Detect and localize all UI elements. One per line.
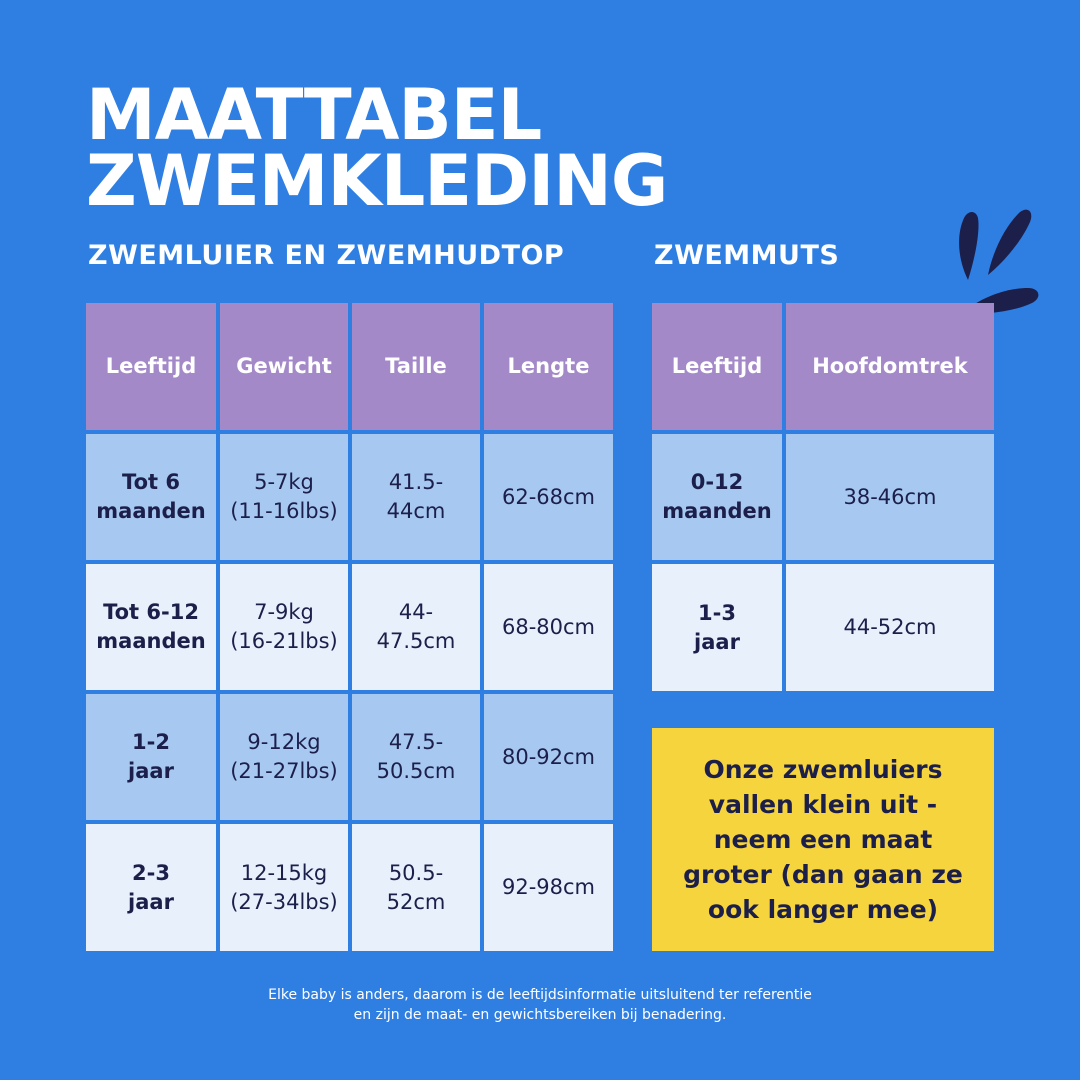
table-row-4-weight: 12-15kg (27-34lbs) <box>220 824 348 951</box>
cap-row-1-head: 38-46cm <box>786 434 994 560</box>
table-row-3-length: 80-92cm <box>484 694 613 820</box>
table-row-4-length: 92-98cm <box>484 824 613 951</box>
table-row-2-age: Tot 6-12 maanden <box>86 564 216 690</box>
header-gewicht: Gewicht <box>220 303 348 430</box>
table-row-1-weight: 5-7kg (11-16lbs) <box>220 434 348 560</box>
table-row-4-age: 2-3 jaar <box>86 824 216 951</box>
page-title: MAATTABEL ZWEMKLEDING <box>86 74 668 222</box>
size-advice-note: Onze zwemluiers vallen klein uit - neem … <box>652 728 994 951</box>
table-row-2-weight: 7-9kg (16-21lbs) <box>220 564 348 690</box>
table-row-2-length: 68-80cm <box>484 564 613 690</box>
cap-row-2-head: 44-52cm <box>786 564 994 691</box>
table-row-1-waist: 41.5- 44cm <box>352 434 480 560</box>
header-leeftijd: Leeftijd <box>86 303 216 430</box>
table-row-1-length: 62-68cm <box>484 434 613 560</box>
title-line-1: MAATTABEL <box>86 74 542 156</box>
cap-header-leeftijd: Leeftijd <box>652 303 782 430</box>
table-row-2-waist: 44- 47.5cm <box>352 564 480 690</box>
table-row-3-age: 1-2 jaar <box>86 694 216 820</box>
table-row-3-waist: 47.5- 50.5cm <box>352 694 480 820</box>
table-row-1-age: Tot 6 maanden <box>86 434 216 560</box>
swimwear-section-label: ZWEMLUIER EN ZWEMHUDTOP <box>88 240 565 271</box>
header-taille: Taille <box>352 303 480 430</box>
title-line-2: ZWEMKLEDING <box>86 140 668 222</box>
header-lengte: Lengte <box>484 303 613 430</box>
swimcap-section-label: ZWEMMUTS <box>654 240 840 271</box>
table-row-4-waist: 50.5- 52cm <box>352 824 480 951</box>
cap-row-1-age: 0-12 maanden <box>652 434 782 560</box>
table-row-3-weight: 9-12kg (21-27lbs) <box>220 694 348 820</box>
disclaimer-text: Elke baby is anders, daarom is de leefti… <box>268 987 812 1023</box>
cap-row-2-age: 1-3 jaar <box>652 564 782 691</box>
cap-header-hoofdomtrek: Hoofdomtrek <box>786 303 994 430</box>
